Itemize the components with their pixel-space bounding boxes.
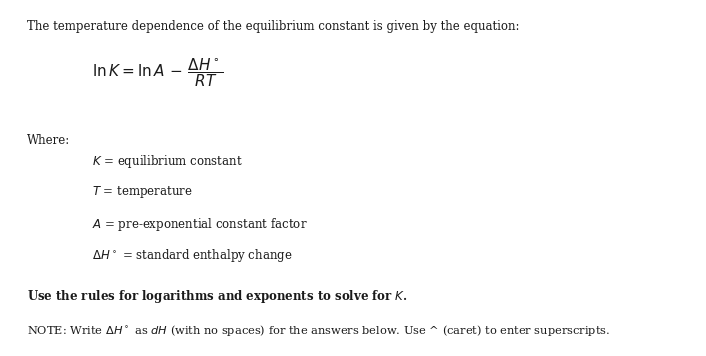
Text: $\Delta H^\circ$ = standard enthalpy change: $\Delta H^\circ$ = standard enthalpy cha… (92, 247, 292, 264)
Text: The temperature dependence of the equilibrium constant is given by the equation:: The temperature dependence of the equili… (27, 20, 520, 33)
Text: Where:: Where: (27, 134, 70, 147)
Text: $\mathrm{ln}\,K = \mathrm{ln}\,A\,-\,\dfrac{\Delta H^\circ}{RT}$: $\mathrm{ln}\,K = \mathrm{ln}\,A\,-\,\df… (92, 57, 224, 89)
Text: NOTE: Write $\Delta H^\circ$ as $dH$ (with no spaces) for the answers below. Use: NOTE: Write $\Delta H^\circ$ as $dH$ (wi… (27, 323, 610, 338)
Text: $K$ = equilibrium constant: $K$ = equilibrium constant (92, 153, 243, 170)
Text: Use the rules for logarithms and exponents to solve for $K$.: Use the rules for logarithms and exponen… (27, 288, 407, 305)
Text: $T$ = temperature: $T$ = temperature (92, 184, 193, 200)
Text: $A$ = pre-exponential constant factor: $A$ = pre-exponential constant factor (92, 216, 307, 233)
